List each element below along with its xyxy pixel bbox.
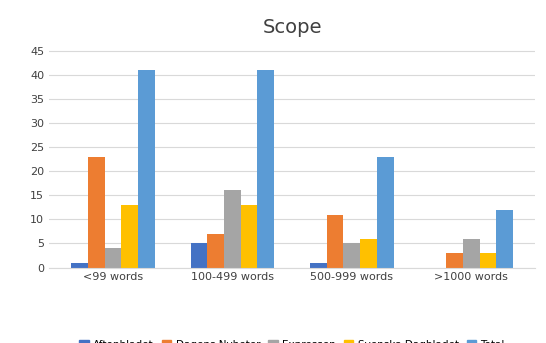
Bar <box>496 210 513 268</box>
Bar <box>88 157 105 268</box>
Bar <box>446 253 463 268</box>
Bar <box>207 234 224 268</box>
Bar <box>121 205 138 268</box>
Bar <box>105 248 121 268</box>
Bar <box>327 215 343 268</box>
Bar <box>463 239 479 268</box>
Title: Scope: Scope <box>263 18 322 37</box>
Bar <box>224 190 241 268</box>
Bar <box>479 253 496 268</box>
Bar <box>71 263 88 268</box>
Legend: Aftonbladet, Dagens Nyheter, Expressen, Svenska Dagbladet, Total: Aftonbladet, Dagens Nyheter, Expressen, … <box>75 336 509 343</box>
Bar <box>360 239 377 268</box>
Bar <box>377 157 394 268</box>
Bar <box>310 263 327 268</box>
Bar <box>258 70 274 268</box>
Bar <box>343 244 360 268</box>
Bar <box>191 244 207 268</box>
Bar <box>138 70 155 268</box>
Bar <box>241 205 258 268</box>
